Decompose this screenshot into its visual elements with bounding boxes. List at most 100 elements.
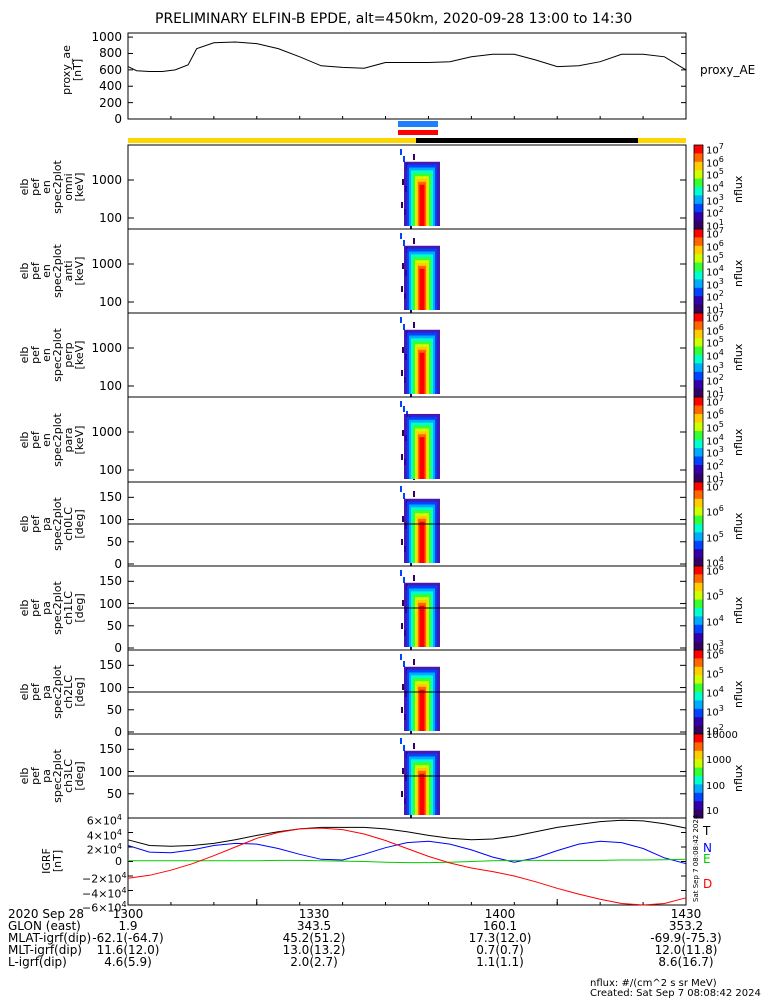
panel-ch3LC-colorbar-segment [694,776,703,785]
panel-omni-ylabel: elb pef en spec2plot omni [keV] [18,160,86,214]
panel-ch3LC-ytick-label: 100 [99,764,122,779]
panel-omni-colorbar-tick: 103 [706,192,724,207]
panel-anti-colorbar-tick: 101 [706,302,724,317]
panel-perp-colorbar-tick: 101 [706,386,724,401]
panel-ch2LC-ytick-label: 100 [99,680,122,695]
panel-ch1LC-ytick-label: 100 [99,596,122,611]
panel-ch1LC-colorbar-segment [694,582,703,592]
panel-omni-colorbar-segment [694,195,703,205]
panel-para-colorbar-segment [694,397,703,406]
igrf-ytick-label: 2×104 [86,842,122,857]
panel-perp-ytick-label: 1000 [91,341,122,355]
panel-perp-ylabel: elb pef en spec2plot perp [keV] [18,328,86,382]
panel-omni-colorbar-tick: 106 [706,154,724,169]
panel-anti-speckle [413,238,415,244]
panel-anti-colorbar-tick: 106 [706,238,724,253]
proxy-ae-ytick-label: 200 [99,95,122,110]
footer-v3: 17.3(12.0) [468,931,532,945]
panel-para-spectrogram [419,437,425,479]
proxy-ae-line [127,41,687,72]
footer-label: 2020 Sep 28 [8,907,85,921]
panel-perp-speckle [403,324,405,330]
panel-para-ylabel: elb pef en spec2plot para [keV] [18,412,86,467]
igrf-line-D [127,827,687,906]
panel-ch2LC-colorbar-tick: 105 [706,666,724,681]
footer-v3: 0.7(0.7) [476,943,524,957]
igrf-legend-T: T [703,824,711,838]
panel-ch3LC-colorbar-tick: 100 [706,780,726,792]
panel-perp-colorbar-segment [694,313,703,322]
igrf-ytick-label: 4×104 [86,827,122,843]
panel-ch0LC-ytick-label: 50 [106,534,122,549]
panel-ch0LC-colorbar-segment [694,482,703,491]
panel-ch2LC-colorbar-tick: 102 [706,723,724,738]
panel-ch1LC-colorbar-segment [694,566,703,575]
panel-anti-colorbar-tick: 107 [706,226,724,241]
panel-anti-colorbar-segment [694,262,703,272]
panel-para-colorbar-segment [694,439,703,449]
panel-ch3LC-colorbar-tick: 1000 [706,755,732,767]
panel-anti-ylabel: elb pef en spec2plot anti [keV] [18,244,86,298]
panel-ch1LC-speckle [413,575,415,581]
science-zone-marker-blue [398,121,438,127]
panel-perp-ytick-label: 100 [99,379,122,393]
footer-v3: 160.1 [482,919,518,933]
panel-ch2LC-ytick-label: 50 [106,702,122,717]
panel-ch2LC-speckle [413,659,415,665]
panel-ch0LC-colorbar-segment [694,498,703,508]
panel-omni-colorbar-segment [694,161,703,171]
panel-para-colorbar-tick: 103 [706,445,724,460]
panel-omni-speckle [401,202,403,208]
panel-anti-spectrogram [419,268,425,310]
panel-perp-colorbar-segment [694,380,703,390]
panel-ch1LC-colorbar-segment [694,591,703,601]
panel-perp-colorbar-label: nflux [732,343,745,371]
panel-ch0LC-colorbar-tick: 106 [706,504,724,519]
panel-ch0LC-colorbar-tick: 107 [706,479,724,494]
panel-para-colorbar-tick: 106 [706,406,724,422]
units-note: nflux: #/(cm^2 s sr MeV) [590,978,717,989]
footer-v3: 1.1(1.1) [476,955,524,969]
panel-ch3LC-colorbar-tick: 10000 [706,730,738,741]
panel-para-colorbar-segment [694,465,703,474]
panel-ch1LC-ytick-label: 150 [99,574,122,589]
panel-omni-colorbar-label: nflux [732,175,745,203]
panel-ch1LC-colorbar-segment [694,608,703,617]
panel-perp-colorbar-segment [694,346,703,356]
panel-anti-speckle [401,286,403,292]
panel-ch1LC-colorbar-tick: 106 [706,563,724,578]
panel-ch1LC-colorbar-segment [694,599,703,609]
panel-anti-colorbar-tick: 104 [706,264,724,279]
panel-ch3LC-colorbar-segment [694,784,703,794]
panel-para-colorbar-tick: 107 [706,394,724,409]
panel-ch1LC-colorbar-tick: 104 [706,613,724,628]
footer-v2: 2.0(2.7) [290,955,338,969]
panel-anti-speckle [402,263,404,269]
footer-v4: 8.6(16.7) [658,955,714,969]
panel-ch0LC-colorbar-segment [694,532,703,542]
igrf-ytick-label: 6×104 [86,813,122,828]
panel-ch2LC-colorbar-segment [694,708,703,718]
panel-perp-colorbar-tick: 104 [706,348,724,363]
panel-ch3LC-colorbar-segment [694,750,703,760]
panel-para-colorbar-tick: 102 [706,458,724,473]
panel-omni-colorbar-segment [694,212,703,222]
panel-omni-colorbar-tick: 101 [706,218,724,233]
footer-label: MLT-igrf(dip) [8,943,82,957]
panel-ch1LC-ytick-label: 50 [106,618,122,633]
footer-v2: 343.5 [296,919,332,933]
igrf-line-T [127,819,687,847]
panel-ch3LC-colorbar-segment [694,767,703,777]
panel-perp-colorbar-tick: 106 [706,322,724,337]
panel-omni-speckle [403,156,405,162]
panel-perp-colorbar-segment [694,321,703,331]
created-stamp: Created: Sat Sep 7 08:08:42 2024 [590,988,761,999]
panel-para-colorbar-label: nflux [732,428,745,456]
panel-omni-speckle [400,149,402,155]
panel-ch1LC-spectrogram [419,605,425,647]
panel-ch3LC-ytick-label: 150 [99,742,122,757]
panel-omni-colorbar-segment [694,178,703,188]
daylight-bar [128,138,686,143]
panel-ch3LC-colorbar-label: nflux [732,764,745,792]
panel-ch0LC-ytick-label: 100 [99,512,122,527]
